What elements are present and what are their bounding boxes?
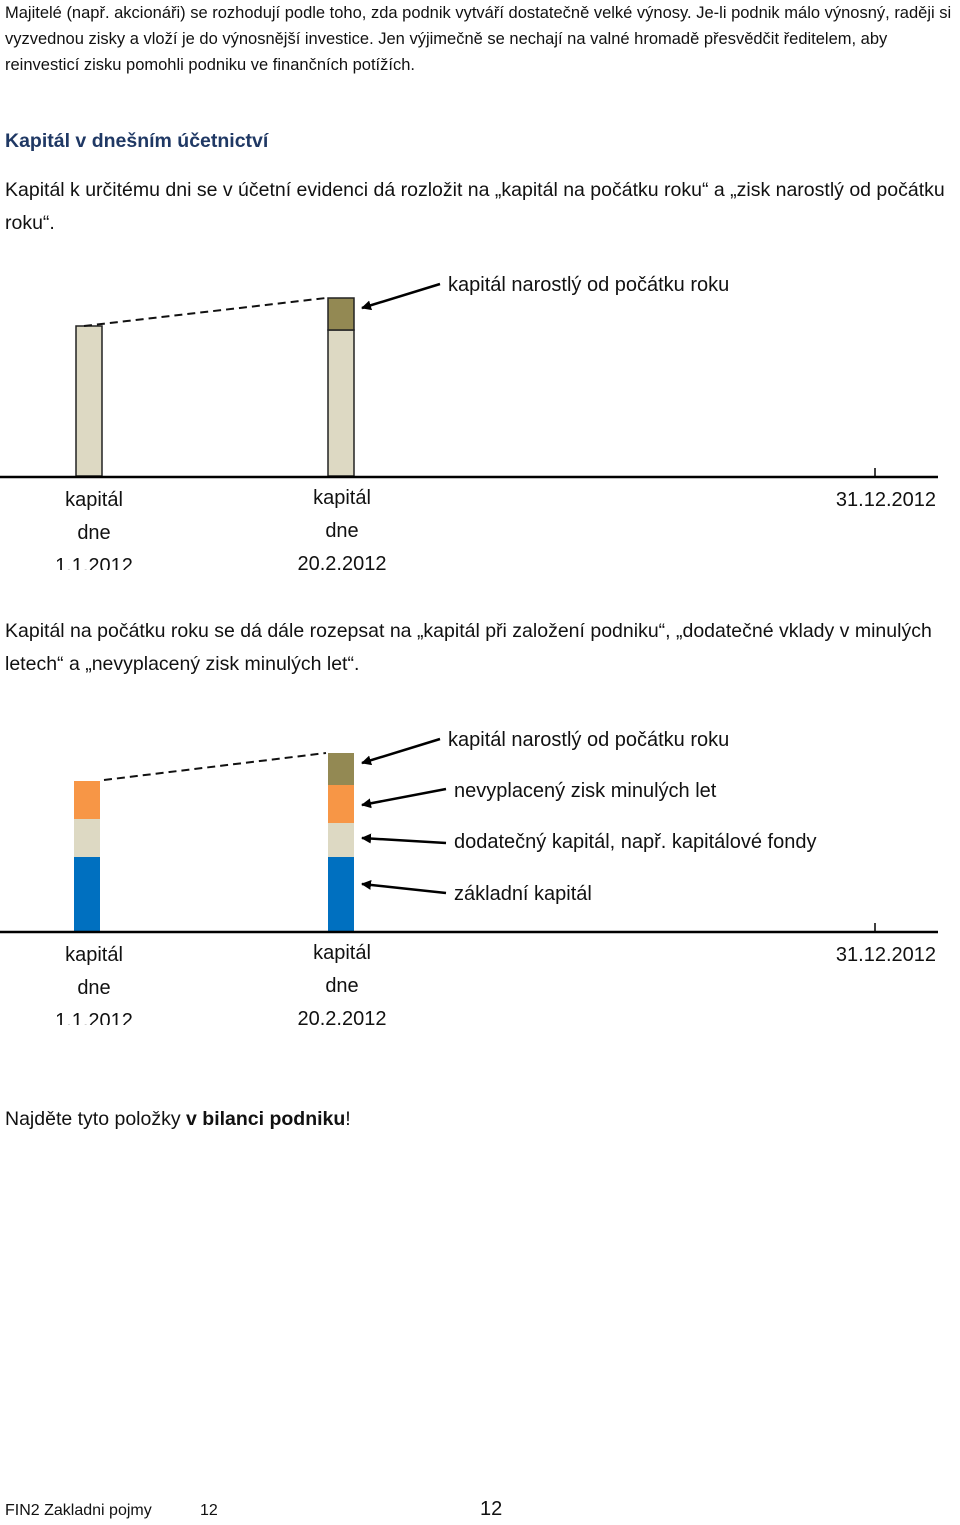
bar-segment-growth [327, 297, 355, 331]
bar2-label-line1: kapitál [313, 942, 371, 964]
capital-diagram-2: kapitál narostlý od počátku roku nevypla… [0, 729, 938, 1025]
axis-end-label: 31.12.2012 [836, 944, 936, 966]
callout-arrow-basic-capital [361, 879, 447, 895]
callout-arrow [361, 282, 441, 311]
task-emphasis: v bilanci podniku [186, 1108, 346, 1130]
bar2-label-line2: dne [325, 520, 358, 542]
task-end: ! [345, 1108, 351, 1130]
bar1-label-line3: 1.1.2012 [55, 1010, 133, 1025]
callout-arrow-additional-capital [361, 833, 447, 845]
callout-arrow-unpaid-profit [361, 787, 447, 809]
footer-doc-name: FIN2 Zakladni pojmy [5, 1502, 152, 1519]
bar1-label-line3: 1.1.2012 [55, 555, 133, 570]
footer-doc-number: 12 [200, 1502, 218, 1519]
bar1-additional-capital [74, 819, 100, 857]
paragraph-task: Najděte tyto položky v bilanci podniku! [5, 1103, 960, 1136]
section-heading: Kapitál v dnešním účetnictví [5, 130, 269, 152]
bar2-additional-capital [328, 823, 354, 857]
bar-capital-start-of-year [75, 325, 103, 477]
bar1-unpaid-profit [74, 781, 100, 819]
bar2-label-line2: dne [325, 975, 358, 997]
callout-arrow-growth [361, 737, 441, 766]
callout-label-basic-capital: základní kapitál [454, 883, 592, 905]
capital-diagram-1: kapitál narostlý od počátku roku kapitál… [0, 274, 938, 570]
bar1-label-line1: kapitál [65, 944, 123, 966]
bar-segment-base [327, 329, 355, 477]
paragraph-start-capital-breakdown: Kapitál na počátku roku se dá dále rozep… [5, 620, 932, 675]
bar2-basic-capital [328, 857, 354, 931]
paragraph-capital-split: Kapitál k určitému dni se v účetní evide… [5, 179, 945, 234]
trend-dashed-line [103, 752, 327, 781]
bar2-label-line1: kapitál [313, 487, 371, 509]
footer-page-number: 12 [480, 1498, 503, 1520]
bar1-label-line2: dne [77, 977, 110, 999]
callout-label-growth: kapitál narostlý od počátku roku [448, 729, 729, 751]
trend-dashed-line [83, 297, 327, 327]
bar1-label-line2: dne [77, 522, 110, 544]
bar2-growth [328, 753, 354, 785]
bar1-label-line1: kapitál [65, 489, 123, 511]
bar2-label-line3: 20.2.2012 [298, 553, 387, 570]
callout-label: kapitál narostlý od počátku roku [448, 274, 729, 296]
intro-paragraph: Majitelé (např. akcionáři) se rozhodují … [5, 4, 952, 74]
callout-label-additional-capital: dodatečný kapitál, např. kapitálové fond… [454, 831, 816, 853]
bar1-basic-capital [74, 857, 100, 931]
callout-label-unpaid-profit: nevyplacený zisk minulých let [454, 780, 717, 802]
bar2-label-line3: 20.2.2012 [298, 1008, 387, 1025]
task-text: Najděte tyto položky [5, 1108, 187, 1130]
bar2-unpaid-profit [328, 785, 354, 823]
axis-end-label: 31.12.2012 [836, 489, 936, 511]
